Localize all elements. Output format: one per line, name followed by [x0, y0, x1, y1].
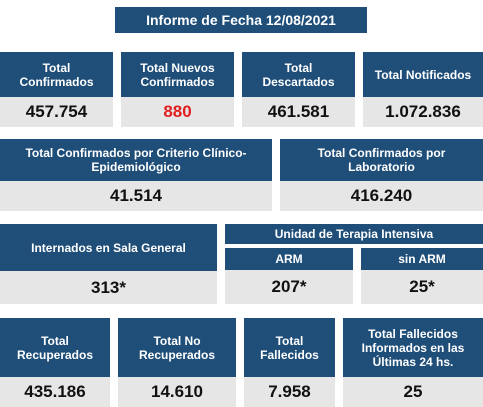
- card-value: 41.514: [0, 181, 272, 211]
- card-value: 435.186: [0, 377, 110, 407]
- card-label: Total No Recuperados: [118, 318, 236, 377]
- card-label: Total Confirmados por Laboratorio: [280, 139, 483, 181]
- card-fallecidos-24hs: Total Fallecidos Informados en las Últim…: [343, 318, 483, 407]
- card-value: 313*: [0, 271, 217, 304]
- card-arm: ARM 207*: [225, 248, 353, 304]
- card-confirmados-laboratorio: Total Confirmados por Laboratorio 416.24…: [280, 139, 483, 211]
- card-label: Total Recuperados: [0, 318, 110, 377]
- card-label: Total Confirmados: [0, 52, 113, 97]
- card-total-notificados: Total Notificados 1.072.836: [363, 52, 483, 127]
- card-sin-arm: sin ARM 25*: [361, 248, 483, 304]
- card-value: 461.581: [242, 97, 355, 127]
- card-label: Total Nuevos Confirmados: [121, 52, 234, 97]
- card-value: 207*: [225, 270, 353, 304]
- card-value: 1.072.836: [363, 97, 483, 127]
- card-label: Total Notificados: [363, 52, 483, 97]
- uti-header: Unidad de Terapia Intensiva: [225, 224, 483, 244]
- card-label: ARM: [225, 248, 353, 270]
- card-total-no-recuperados: Total No Recuperados 14.610: [118, 318, 236, 407]
- card-label: Total Descartados: [242, 52, 355, 97]
- card-value: 25*: [361, 270, 483, 304]
- card-value: 14.610: [118, 377, 236, 407]
- card-value: 416.240: [280, 181, 483, 211]
- card-total-recuperados: Total Recuperados 435.186: [0, 318, 110, 407]
- card-total-fallecidos: Total Fallecidos 7.958: [244, 318, 335, 407]
- card-value: 880: [121, 97, 234, 127]
- card-sala-general: Internados en Sala General 313*: [0, 224, 217, 304]
- card-total-descartados: Total Descartados 461.581: [242, 52, 355, 127]
- card-label: sin ARM: [361, 248, 483, 270]
- card-value: 7.958: [244, 377, 335, 407]
- card-value: 457.754: [0, 97, 113, 127]
- card-label: Internados en Sala General: [0, 224, 217, 271]
- card-label: Total Fallecidos Informados en las Últim…: [343, 318, 483, 377]
- card-total-confirmados: Total Confirmados 457.754: [0, 52, 113, 127]
- card-confirmados-clinico: Total Confirmados por Criterio Clínico-E…: [0, 139, 272, 211]
- card-label: Total Fallecidos: [244, 318, 335, 377]
- card-total-nuevos-confirmados: Total Nuevos Confirmados 880: [121, 52, 234, 127]
- card-value: 25: [343, 377, 483, 407]
- card-label: Total Confirmados por Criterio Clínico-E…: [0, 139, 272, 181]
- report-title: Informe de Fecha 12/08/2021: [115, 7, 367, 33]
